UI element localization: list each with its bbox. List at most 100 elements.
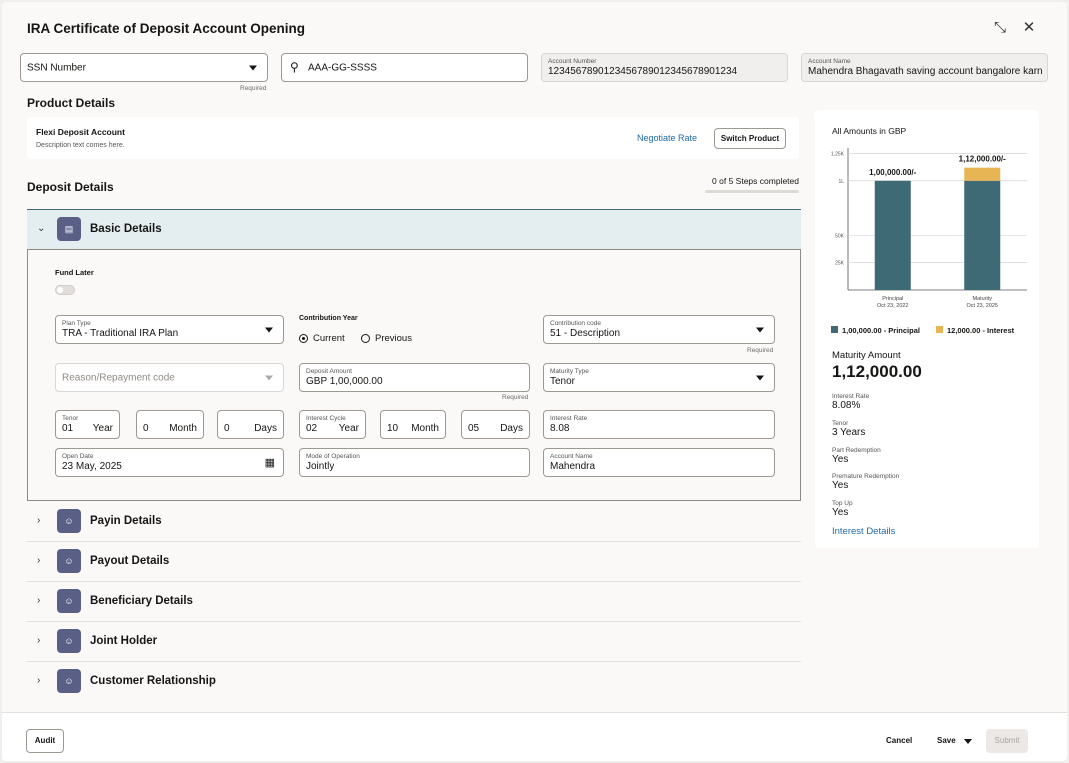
- plan-type-label: Plan Type: [62, 320, 91, 327]
- tenor-days-input[interactable]: 0 Days: [217, 410, 284, 439]
- detail-top-up: Top Up Yes: [832, 500, 853, 518]
- product-name: Flexi Deposit Account: [36, 127, 125, 137]
- open-date-label: Open Date: [62, 453, 94, 460]
- accordion-customer-relationship[interactable]: › ☺ Customer Relationship: [27, 662, 801, 702]
- mode-of-operation-label: Mode of Operation: [306, 453, 360, 460]
- legend-swatch-principal: [831, 326, 838, 333]
- chevron-right-icon: ›: [37, 595, 41, 606]
- close-icon[interactable]: ✕: [1022, 19, 1036, 36]
- accordion-payout-details[interactable]: › ☺ Payout Details: [27, 542, 801, 582]
- minimize-icon[interactable]: ⤡: [993, 19, 1006, 36]
- document-icon: ▤: [57, 217, 81, 241]
- switch-product-button[interactable]: Switch Product: [714, 128, 786, 149]
- radio-current-label: Current: [313, 333, 345, 344]
- account-number-label: Account Number: [548, 58, 597, 65]
- reason-placeholder: Reason/Repayment code: [62, 372, 175, 383]
- chevron-right-icon: ›: [37, 555, 41, 566]
- chevron-down-icon: [964, 739, 972, 744]
- fund-later-toggle[interactable]: [55, 285, 75, 295]
- maturity-type-value: Tenor: [550, 376, 576, 387]
- basic-account-name-input[interactable]: Account Name Mahendra: [543, 448, 775, 477]
- detail-label: Tenor: [832, 420, 849, 427]
- data-label: 1,00,000.00/-: [869, 168, 916, 177]
- chevron-down-icon: [265, 327, 273, 332]
- x-tick-date: Oct 23, 2022: [877, 303, 909, 309]
- account-number-field: Account Number 1234567890123456789012345…: [541, 53, 788, 82]
- contribution-code-label: Contribution code: [550, 320, 601, 327]
- search-input[interactable]: ⚲ AAA-GG-SSSS: [281, 53, 528, 82]
- deposit-amount-value: GBP 1,00,000.00: [306, 376, 383, 387]
- chevron-down-icon: [756, 375, 764, 380]
- accordion-payin-details[interactable]: › ☺ Payin Details: [27, 502, 801, 542]
- calendar-icon[interactable]: ▦: [264, 457, 275, 469]
- save-button[interactable]: Save: [935, 733, 975, 749]
- tenor-month-input[interactable]: 0 Month: [136, 410, 204, 439]
- y-tick-label: 50K: [835, 233, 845, 239]
- detail-value: Yes: [832, 480, 849, 491]
- product-card: Flexi Deposit Account Description text c…: [27, 117, 799, 159]
- product-details-heading: Product Details: [27, 96, 116, 110]
- chevron-down-icon: [265, 375, 273, 380]
- person-icon: ☺: [57, 669, 81, 693]
- detail-value: 8.08%: [832, 400, 861, 411]
- tenor-year-unit: Year: [92, 423, 113, 434]
- basic-details-panel: Fund Later Plan Type TRA - Traditional I…: [27, 249, 801, 501]
- tenor-month-unit: Month: [169, 423, 197, 434]
- plan-type-value: TRA - Traditional IRA Plan: [62, 328, 179, 339]
- tenor-year-value: 01: [62, 423, 74, 434]
- mode-of-operation-input[interactable]: Mode of Operation Jointly: [299, 448, 530, 477]
- chevron-right-icon: ›: [37, 675, 41, 686]
- open-date-input[interactable]: Open Date 23 May, 2025 ▦: [55, 448, 284, 477]
- audit-button[interactable]: Audit: [26, 729, 64, 753]
- submit-button[interactable]: Submit: [986, 729, 1028, 753]
- interest-cycle-month-input[interactable]: 10 Month: [380, 410, 446, 439]
- radio-previous-label: Previous: [375, 333, 412, 344]
- contribution-code-select[interactable]: Contribution code 51 - Description: [543, 315, 775, 344]
- deposit-amount-input[interactable]: Deposit Amount GBP 1,00,000.00: [299, 363, 530, 392]
- ssn-select[interactable]: SSN Number: [20, 53, 268, 82]
- x-tick-date: Oct 23, 2025: [967, 303, 999, 309]
- contribution-year-current-radio[interactable]: Current: [299, 333, 359, 345]
- maturity-type-select[interactable]: Maturity Type Tenor: [543, 363, 775, 392]
- legend-interest: 12,000.00 - Interest: [936, 326, 1014, 335]
- tenor-year-input[interactable]: Tenor 01 Year: [55, 410, 120, 439]
- x-tick-label: Principal: [882, 296, 903, 302]
- accordion-joint-holder[interactable]: › ☺ Joint Holder: [27, 622, 801, 662]
- detail-part-redemption: Part Redemption Yes: [832, 447, 881, 465]
- summary-card: All Amounts in GBP 25K 50K 1L 1.25K 1,00,000…: [815, 110, 1039, 548]
- accordion-title: Customer Relationship: [90, 675, 216, 687]
- cancel-button[interactable]: Cancel: [886, 736, 913, 745]
- people-icon: ☺: [57, 509, 81, 533]
- reason-select[interactable]: Reason/Repayment code: [55, 363, 284, 392]
- accordion-beneficiary-details[interactable]: › ☺ Beneficiary Details: [27, 582, 801, 622]
- chevron-down-icon: [249, 65, 257, 70]
- legend-interest-label: 12,000.00 - Interest: [947, 326, 1015, 335]
- search-icon: ⚲: [290, 60, 299, 74]
- data-label: 1,12,000.00/-: [959, 155, 1006, 164]
- negotiate-rate-link[interactable]: Negotiate Rate: [637, 133, 698, 143]
- y-tick-label: 25K: [835, 261, 845, 267]
- deposit-amount-required: Required: [502, 394, 529, 401]
- interest-rate-input[interactable]: Interest Rate 8.08: [543, 410, 775, 439]
- contribution-year-previous-radio[interactable]: Previous: [361, 333, 431, 345]
- person-icon: ☺: [57, 629, 81, 653]
- maturity-amount-value: 1,12,000.00: [832, 362, 922, 381]
- detail-label: Top Up: [832, 500, 853, 507]
- accordion-title: Payout Details: [90, 555, 170, 567]
- interest-details-link[interactable]: Interest Details: [832, 526, 896, 537]
- accordion-basic-details[interactable]: ⌄ ▤ Basic Details: [27, 209, 801, 249]
- plan-type-select[interactable]: Plan Type TRA - Traditional IRA Plan: [55, 315, 284, 344]
- interest-cycle-days-input[interactable]: 05 Days: [461, 410, 530, 439]
- detail-tenor: Tenor 3 Years: [832, 420, 865, 438]
- detail-value: Yes: [832, 507, 849, 518]
- y-tick-label: 1L: [838, 179, 844, 185]
- tenor-month-value: 0: [143, 423, 149, 434]
- interest-cycle-days-unit: Days: [500, 423, 523, 434]
- people-icon: ☺: [57, 549, 81, 573]
- maturity-type-label: Maturity Type: [550, 368, 589, 375]
- interest-cycle-year-input[interactable]: Interest Cycle 02 Year: [299, 410, 366, 439]
- chevron-right-icon: ›: [37, 635, 41, 646]
- deposit-amount-label: Deposit Amount: [306, 368, 352, 375]
